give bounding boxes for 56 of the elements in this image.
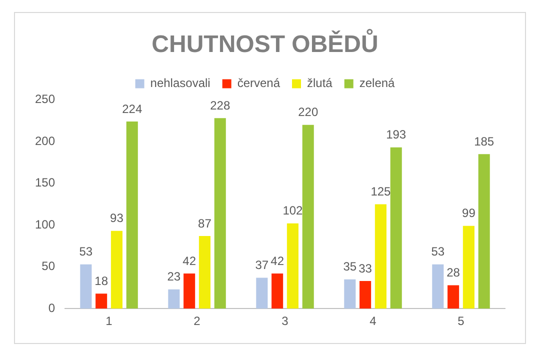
chart-title: CHUTNOST OBĚDŮ (152, 28, 378, 58)
data-label: 23 (167, 270, 181, 284)
bar (256, 278, 268, 309)
data-label: 28 (446, 266, 460, 280)
bar (374, 204, 386, 309)
y-tick-label: 0 (48, 300, 56, 315)
bar (432, 264, 444, 309)
bar (478, 154, 490, 309)
data-label: 37 (255, 258, 269, 272)
bar (272, 274, 284, 309)
y-tick-label: 150 (34, 176, 56, 190)
data-label: 125 (370, 184, 392, 199)
x-tick-label: 3 (282, 314, 289, 328)
data-label: 18 (94, 274, 108, 288)
data-label: 35 (343, 260, 357, 274)
data-label: 220 (298, 105, 318, 120)
bar (302, 124, 314, 309)
bar (360, 281, 372, 309)
data-label: 53 (431, 244, 445, 259)
data-label: 93 (110, 211, 124, 226)
data-label: 53 (79, 244, 93, 259)
bar (390, 147, 402, 309)
bar (448, 285, 460, 309)
x-tick-label: 1 (106, 314, 113, 328)
bar (462, 226, 474, 309)
y-tick-label: 200 (34, 134, 56, 148)
x-tick-label: 5 (458, 314, 465, 328)
data-label: 224 (122, 102, 142, 116)
bar (214, 118, 226, 309)
legend-label: červená (237, 76, 280, 90)
y-tick-label: 100 (34, 217, 56, 232)
x-tick-label: 4 (370, 314, 377, 328)
data-label: 33 (358, 261, 372, 276)
y-tick-label: 250 (34, 92, 56, 106)
data-label: 42 (182, 254, 196, 268)
data-label: 42 (270, 254, 284, 268)
data-label: 185 (474, 134, 494, 148)
data-label: 228 (210, 98, 230, 112)
x-tick-label: 2 (194, 314, 201, 328)
bar (344, 279, 356, 309)
bar (168, 289, 180, 309)
y-tick-label: 50 (42, 259, 56, 274)
legend-label: nehlasovali (150, 76, 210, 90)
bar (286, 223, 298, 309)
bar (96, 294, 108, 309)
data-label: 102 (282, 204, 304, 218)
data-label: 99 (462, 206, 476, 220)
data-label: 87 (198, 216, 212, 230)
bar (110, 230, 122, 309)
bar (126, 122, 138, 309)
legend-label: žlutá (307, 76, 333, 90)
bar (184, 274, 196, 309)
bar (198, 236, 210, 309)
legend-label: zelená (359, 76, 396, 90)
bar (80, 264, 92, 309)
data-label: 193 (386, 128, 406, 142)
